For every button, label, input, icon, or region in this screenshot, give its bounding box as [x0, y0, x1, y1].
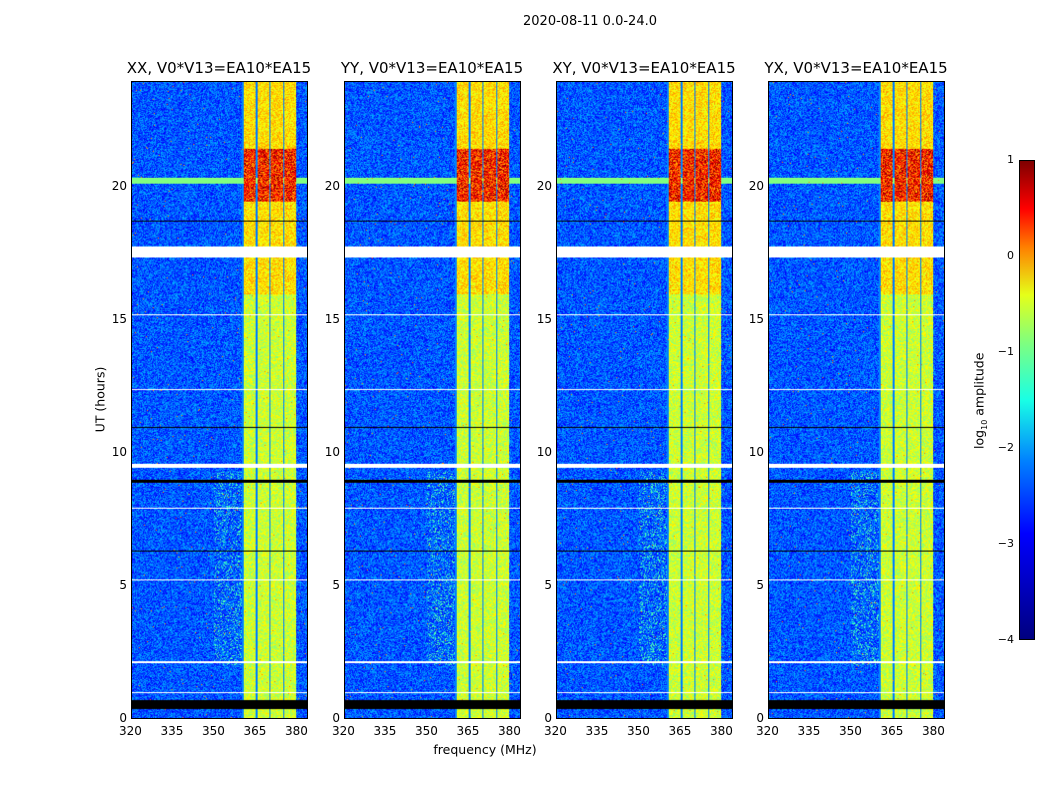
y-tick-label: 5	[756, 578, 764, 593]
x-tick-label: 335	[373, 724, 397, 738]
x-tick-label: 380	[497, 724, 521, 738]
y-tick-label: 0	[332, 711, 340, 725]
x-tick-label: 350	[838, 724, 862, 738]
x-tick-label: 365	[243, 724, 267, 738]
x-tick-label: 350	[626, 724, 650, 738]
y-tick-label: 0	[119, 711, 127, 725]
y-tick-label: 0	[544, 711, 552, 725]
y-tick-label: 10	[111, 445, 127, 460]
y-tick-label: 10	[536, 445, 552, 460]
x-tick-label: 320	[544, 724, 567, 738]
y-tick-label: 15	[111, 312, 127, 327]
y-tick-label: 20	[324, 179, 340, 194]
y-tick-label: 5	[332, 578, 340, 593]
x-tick-label: 320	[332, 724, 355, 738]
colorbar-tick-label: −2	[997, 441, 1014, 454]
y-tick-label: 20	[536, 179, 552, 194]
spectrogram-image	[769, 82, 944, 718]
y-tick-label: 5	[544, 578, 552, 593]
x-tick-label: 335	[797, 724, 821, 738]
x-tick-label: 380	[709, 724, 733, 738]
figure-title: 2020-08-11 0.0-24.0	[523, 14, 657, 29]
x-tick-label: 365	[456, 724, 480, 738]
y-tick-label: 15	[748, 312, 764, 327]
x-tick-label: 335	[585, 724, 609, 738]
colorbar-tick-label: 0	[1007, 249, 1014, 262]
panel-title: YX, V0*V13=EA10*EA15	[764, 59, 948, 77]
y-tick-label: 20	[111, 179, 127, 194]
x-tick-label: 320	[756, 724, 779, 738]
y-tick-label: 15	[536, 312, 552, 327]
x-tick-label: 335	[160, 724, 184, 738]
colorbar-tick-label: −3	[997, 537, 1014, 550]
x-tick-label: 350	[414, 724, 438, 738]
panel-title: YY, V0*V13=EA10*EA15	[340, 59, 524, 77]
spectrogram-panel	[344, 81, 521, 719]
colorbar-tick-label: 1	[1007, 153, 1014, 166]
y-tick-label: 20	[748, 179, 764, 194]
colorbar	[1019, 160, 1035, 640]
x-tick-label: 350	[201, 724, 225, 738]
x-axis-label: frequency (MHz)	[433, 742, 537, 757]
y-tick-label: 15	[324, 312, 340, 327]
x-tick-label: 380	[921, 724, 945, 738]
colorbar-tick-label: −4	[997, 633, 1014, 646]
x-tick-label: 380	[284, 724, 308, 738]
y-tick-label: 10	[748, 445, 764, 460]
x-tick-label: 320	[119, 724, 142, 738]
panel-title: XX, V0*V13=EA10*EA15	[126, 59, 312, 77]
y-tick-label: 0	[756, 711, 764, 725]
spectrogram-image	[132, 82, 307, 718]
y-axis-label: UT (hours)	[92, 366, 108, 433]
spectrogram-panel	[556, 81, 733, 719]
x-tick-label: 365	[880, 724, 904, 738]
spectrogram-panel	[131, 81, 308, 719]
spectrogram-image	[345, 82, 520, 718]
y-tick-label: 10	[324, 445, 340, 460]
spectrogram-panel	[768, 81, 945, 719]
spectrogram-image	[557, 82, 732, 718]
colorbar-label: log10 amplitude	[971, 352, 989, 449]
panel-title: XY, V0*V13=EA10*EA15	[552, 59, 736, 77]
colorbar-tick-label: −1	[997, 345, 1014, 358]
x-tick-label: 365	[668, 724, 692, 738]
y-tick-label: 5	[119, 578, 127, 593]
